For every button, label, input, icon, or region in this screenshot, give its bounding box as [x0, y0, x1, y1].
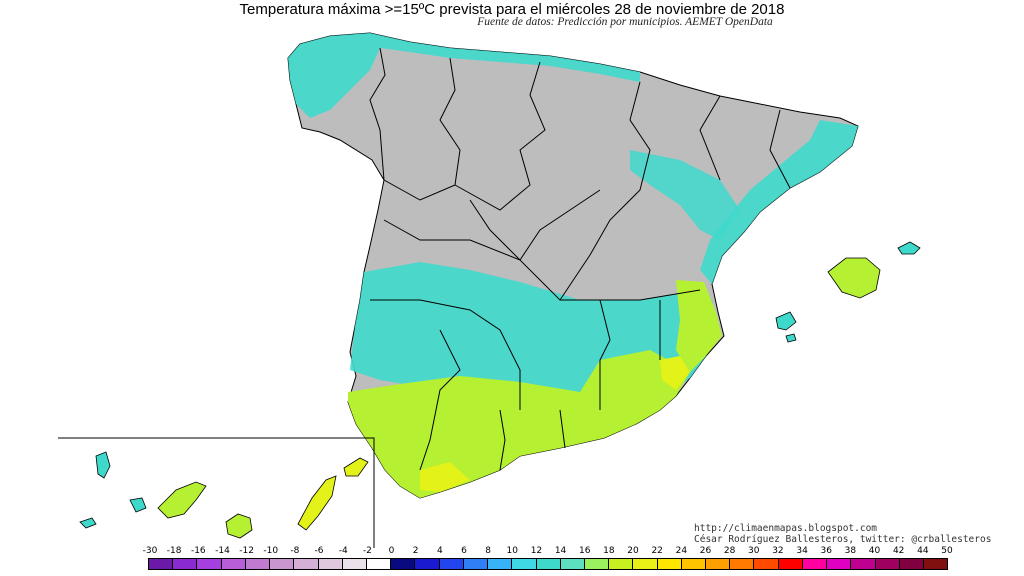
legend-tick-label: 22 [651, 546, 663, 556]
credit-url: http://climaenmapas.blogspot.com [694, 523, 878, 534]
legend-swatch [415, 559, 440, 569]
legend-swatch [706, 559, 731, 569]
valencia-band [676, 280, 722, 372]
credit-author: César Rodríguez Ballesteros, twitter: @c… [694, 534, 992, 545]
legend-tick-label: -16 [190, 546, 206, 556]
legend-tick-label: 12 [530, 546, 543, 556]
east-coast-band [700, 120, 858, 284]
legend-swatch [609, 559, 634, 569]
legend-tick-label: 38 [844, 546, 857, 556]
menorca [897, 241, 921, 255]
province-borders [369, 47, 791, 471]
legend-swatch [245, 559, 271, 569]
legend-tick-label: 20 [627, 546, 639, 556]
legend-swatch [560, 559, 585, 569]
legend-tick-label: 36 [820, 546, 832, 556]
legend-tick-label: 16 [578, 546, 591, 556]
legend-swatch [149, 559, 174, 569]
ibiza [775, 311, 797, 331]
legend-tick-label: -30 [142, 546, 158, 556]
legend-tick-label: 30 [748, 546, 760, 556]
legend-swatch [318, 559, 343, 569]
lanzarote [343, 457, 369, 477]
legend-tick-label: 40 [868, 546, 881, 556]
legend-swatch [463, 559, 489, 569]
legend-swatch [342, 559, 367, 569]
legend-swatch [778, 559, 803, 569]
legend-tick-label: -8 [290, 546, 300, 556]
tenerife [157, 481, 207, 519]
canary-inset-frame [58, 437, 375, 548]
north-coast-band [288, 33, 640, 118]
canary-islands [79, 451, 369, 539]
legend-swatch [488, 559, 513, 569]
legend-tick-label: 50 [941, 546, 953, 556]
hot-spot-2 [420, 462, 470, 492]
legend-swatch [827, 559, 852, 569]
legend-color-bar [148, 558, 948, 570]
legend-swatch [439, 559, 464, 569]
formentera [785, 333, 797, 343]
legend-tick-label: 32 [772, 546, 784, 556]
legend-tick-label: -14 [215, 546, 230, 556]
legend-tick-label: 42 [892, 546, 905, 556]
legend-tick-label: -12 [239, 546, 254, 556]
legend-tick-label: 0 [388, 546, 395, 556]
legend-tick-label: 18 [603, 546, 615, 556]
legend-swatch [221, 559, 246, 569]
legend-tick-label: -4 [338, 546, 348, 556]
legend-tick-label: -6 [314, 546, 324, 556]
legend-swatch [730, 559, 755, 569]
legend-tick-label: 28 [723, 546, 736, 556]
legend-swatch [657, 559, 682, 569]
legend-tick-label: 10 [506, 546, 518, 556]
legend-tick-label: 24 [675, 546, 688, 556]
map-subtitle: Fuente de datos: Predicción por municipi… [477, 16, 773, 28]
legend-tick-label: -2 [362, 546, 372, 556]
legend-swatch [536, 559, 561, 569]
legend-tick-label: -10 [263, 546, 279, 556]
legend-swatch [633, 559, 658, 569]
legend-swatch [294, 559, 319, 569]
legend-swatch [681, 559, 707, 569]
legend-tick-label: 6 [461, 546, 467, 556]
legend-swatch [173, 559, 198, 569]
map-title: Temperatura máxima >=15ºC prevista para … [239, 1, 785, 18]
la-gomera [129, 497, 147, 513]
hot-spot-1 [660, 356, 690, 390]
legend-tick-label: 34 [796, 546, 808, 556]
legend-tick-label: 26 [699, 546, 712, 556]
legend-swatch [584, 559, 610, 569]
legend-swatch [899, 559, 924, 569]
legend-swatch [924, 559, 948, 569]
mallorca [827, 257, 881, 299]
legend-swatch [270, 559, 295, 569]
balearic-islands [775, 241, 921, 343]
legend-swatch [197, 559, 222, 569]
legend-tick-label: -18 [166, 546, 182, 556]
guadalquivir-band [348, 376, 604, 498]
legend-tick-label: 14 [554, 546, 567, 556]
legend-swatch [754, 559, 779, 569]
legend-swatch [366, 559, 392, 569]
el-hierro [79, 517, 97, 529]
peninsula [287, 32, 859, 499]
la-palma [95, 451, 111, 479]
legend-swatch [802, 559, 828, 569]
legend-swatch [875, 559, 900, 569]
ebro-valley-band [630, 150, 740, 240]
legend-swatch [391, 559, 416, 569]
fuerteventura [297, 475, 337, 531]
legend-tick-label: 44 [917, 546, 929, 556]
legend-swatch [851, 559, 876, 569]
legend-ticks: -30 -18 -16 -14 -12 -10 -8 -6 -4 -2 0 2 4 6 8 10 12 14 16 1… [0, 546, 1024, 558]
legend-tick-label: 8 [485, 546, 491, 556]
legend-tick-label: 4 [436, 546, 443, 556]
legend-swatch [512, 559, 537, 569]
legend-tick-label: 2 [412, 546, 419, 556]
gran-canaria [225, 513, 253, 539]
